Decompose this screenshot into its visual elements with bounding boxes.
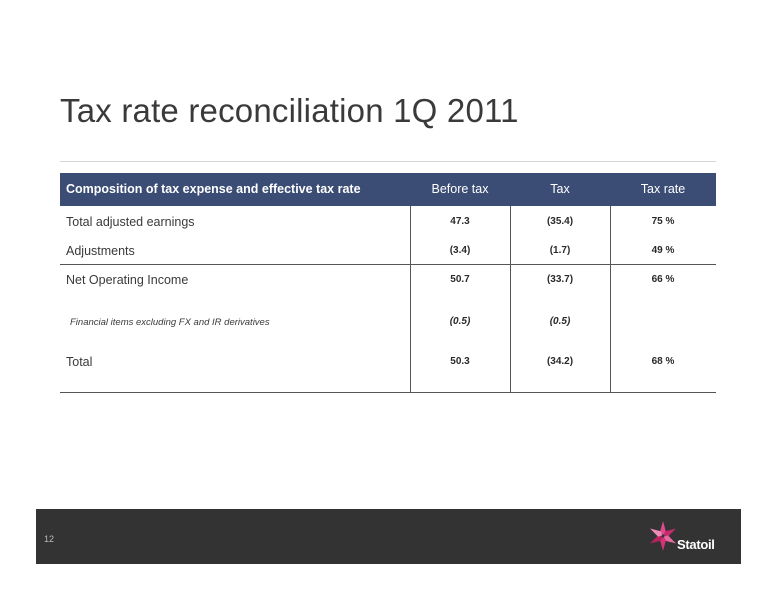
tax-reconciliation-table: Composition of tax expense and effective… — [60, 173, 716, 393]
column-divider — [610, 206, 611, 393]
before-tax-value: 47.3 — [450, 216, 470, 227]
table-bottom-rule — [60, 392, 716, 393]
row-label: Net Operating Income — [66, 273, 189, 287]
column-divider — [410, 206, 411, 393]
statoil-star-icon — [647, 520, 679, 552]
row-label: Total adjusted earnings — [66, 215, 195, 229]
header-composition: Composition of tax expense and effective… — [66, 182, 361, 196]
page-number: 12 — [44, 534, 55, 544]
row-label: Adjustments — [66, 244, 135, 258]
row-divider — [60, 264, 716, 265]
tax-rate-value: 49 % — [651, 245, 675, 256]
tax-value: (0.5) — [549, 316, 571, 327]
row-label: Financial items excluding FX and IR deri… — [70, 317, 270, 328]
column-divider — [510, 206, 511, 393]
tax-rate-value: 68 % — [651, 356, 675, 367]
tax-value: (34.2) — [546, 356, 574, 367]
title-divider — [60, 161, 716, 162]
before-tax-value: 50.3 — [450, 356, 470, 367]
page-title: Tax rate reconciliation 1Q 2011 — [60, 92, 519, 129]
table-row: Financial items excluding FX and IR deri… — [60, 315, 716, 335]
before-tax-value: (3.4) — [449, 245, 471, 256]
table-row: Total adjusted earnings 47.3 (35.4) 75 % — [60, 215, 716, 235]
header-before-tax: Before tax — [431, 182, 489, 196]
tax-value: (33.7) — [546, 274, 574, 285]
header-tax-rate: Tax rate — [640, 182, 686, 196]
header-tax: Tax — [550, 182, 570, 196]
tax-value: (35.4) — [546, 216, 574, 227]
tax-rate-value: 66 % — [651, 274, 675, 285]
before-tax-value: 50.7 — [450, 274, 470, 285]
table-row: Net Operating Income 50.7 (33.7) 66 % — [60, 273, 716, 293]
tax-rate-value: 75 % — [651, 216, 675, 227]
table-row: Adjustments (3.4) (1.7) 49 % — [60, 244, 716, 264]
tax-value: (1.7) — [549, 245, 571, 256]
footer-bar: 12 Statoil — [36, 509, 741, 564]
table-row: Total 50.3 (34.2) 68 % — [60, 355, 716, 375]
brand-name: Statoil — [677, 537, 715, 552]
before-tax-value: (0.5) — [449, 316, 471, 327]
row-label: Total — [66, 355, 93, 369]
table-header: Composition of tax expense and effective… — [60, 173, 716, 206]
